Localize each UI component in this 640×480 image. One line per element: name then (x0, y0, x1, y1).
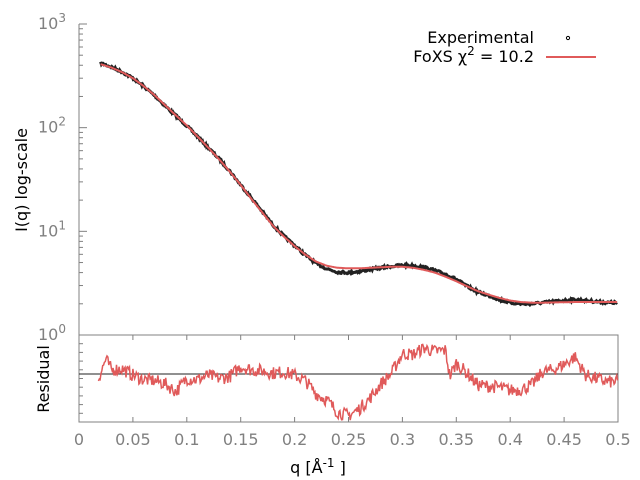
main-y-tick-label: 103 (38, 11, 66, 33)
fit-series (100, 63, 618, 304)
x-tick-label: 0.4 (497, 430, 522, 449)
x-tick-label: 0.15 (223, 430, 259, 449)
main-axes (78, 23, 87, 336)
x-tick-label: 0.35 (438, 430, 474, 449)
legend-experimental-label: Experimental (427, 28, 534, 47)
x-tick-label: 0.25 (331, 430, 367, 449)
legend-fit-label: FoXS χ2 = 10.2 (413, 44, 534, 66)
residual-series (97, 343, 619, 421)
x-tick-label: 0.5 (605, 430, 630, 449)
x-axis-label: q [Å-1 ] (290, 456, 346, 477)
x-tick-label: 0.05 (115, 430, 151, 449)
residual-y-axis-label: Residual (34, 345, 53, 413)
x-tick-labels: 0 0.05 0.1 0.15 0.2 0.25 0.3 0.35 0.4 0.45 0.5 (74, 430, 631, 449)
x-tick-label: 0.3 (390, 430, 415, 449)
x-tick-label: 0.45 (546, 430, 582, 449)
main-y-tick-label: 102 (38, 115, 66, 137)
main-y-axis-label: I(q) log-scale (12, 128, 31, 232)
legend-experimental-marker (565, 35, 571, 41)
x-tick-label: 0.2 (282, 430, 307, 449)
main-y-tick-label: 100 (38, 322, 66, 344)
main-y-tick-label: 101 (38, 218, 66, 240)
main-y-tick-labels: 103 102 101 100 (38, 11, 66, 344)
legend: Experimental FoXS χ2 = 10.2 (413, 28, 596, 66)
x-tick-label: 0.1 (174, 430, 199, 449)
x-tick-label: 0 (74, 430, 84, 449)
